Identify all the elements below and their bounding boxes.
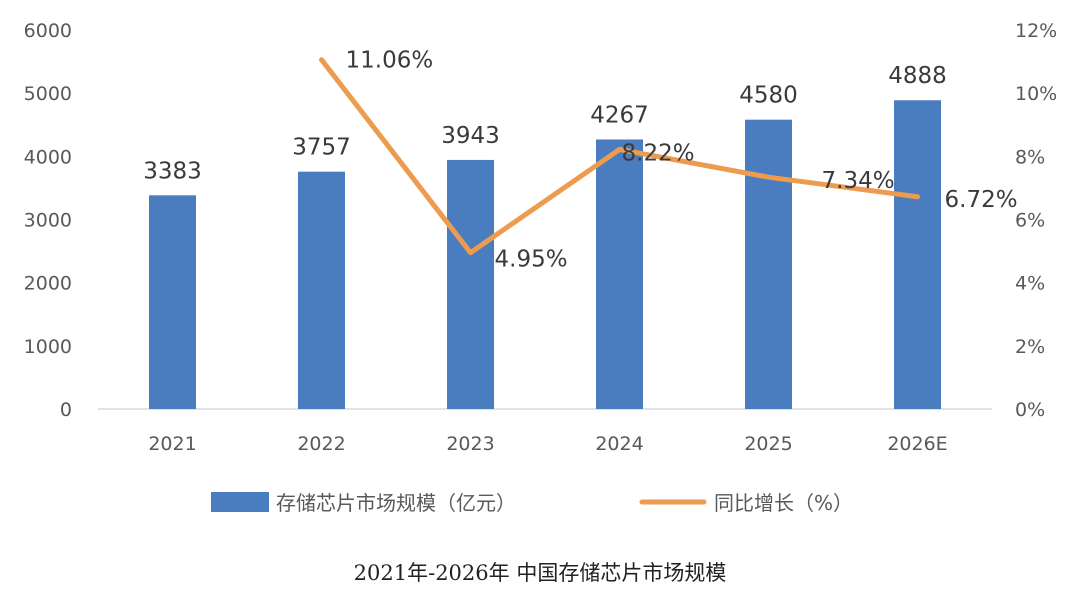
right-tick-label: 12% — [1015, 20, 1057, 42]
left-tick-label: 1000 — [24, 336, 72, 358]
bar-series — [149, 100, 941, 410]
bar-value-label: 4267 — [590, 102, 649, 128]
line-value-label: 7.34% — [822, 168, 895, 194]
left-tick-label: 5000 — [24, 83, 72, 105]
bar-value-label: 3383 — [143, 158, 202, 184]
left-tick-label: 6000 — [24, 20, 72, 42]
chart-title: 2021年-2026年 中国存储芯片市场规模 — [354, 561, 727, 585]
category-tick-label: 2025 — [744, 433, 792, 455]
left-tick-label: 3000 — [24, 210, 72, 232]
right-tick-label: 10% — [1015, 83, 1057, 105]
left-tick-label: 0 — [60, 399, 72, 421]
left-tick-label: 2000 — [24, 273, 72, 295]
bar-value-label: 3943 — [441, 123, 500, 149]
category-tick-label: 2021 — [148, 433, 196, 455]
right-tick-label: 8% — [1015, 146, 1045, 168]
line-data-labels: 11.06% 4.95% 8.22% 7.34% 6.72% — [346, 48, 1018, 273]
line-value-label: 11.06% — [346, 48, 434, 74]
legend-bar-swatch — [211, 492, 269, 512]
right-axis-ticks: 0% 2% 4% 6% 8% 10% 12% — [1015, 20, 1057, 421]
category-tick-label: 2024 — [595, 433, 643, 455]
bar-data-labels: 3383 3757 3943 4267 4580 4888 — [143, 63, 947, 184]
bar — [149, 195, 196, 409]
bar — [447, 159, 494, 409]
left-axis-ticks: 0 1000 2000 3000 4000 5000 6000 — [24, 20, 72, 421]
line-value-label: 8.22% — [622, 140, 695, 166]
legend: 存储芯片市场规模（亿元） 同比增长（%） — [211, 491, 853, 515]
legend-line-label: 同比增长（%） — [714, 491, 853, 515]
bar — [894, 100, 941, 409]
right-tick-label: 2% — [1015, 336, 1045, 358]
bar-value-label: 4888 — [888, 63, 947, 89]
right-tick-label: 4% — [1015, 273, 1045, 295]
right-tick-label: 6% — [1015, 210, 1045, 232]
category-axis-ticks: 2021 2022 2023 2024 2025 2026E — [148, 433, 947, 455]
bar-value-label: 3757 — [292, 135, 351, 161]
category-tick-label: 2023 — [446, 433, 494, 455]
left-tick-label: 4000 — [24, 146, 72, 168]
bar — [745, 119, 792, 410]
category-tick-label: 2026E — [887, 433, 947, 455]
right-tick-label: 0% — [1015, 399, 1045, 421]
category-tick-label: 2022 — [297, 433, 345, 455]
bar-value-label: 4580 — [739, 83, 798, 109]
line-value-label: 4.95% — [495, 247, 568, 273]
line-value-label: 6.72% — [945, 187, 1018, 213]
growth-line — [319, 57, 920, 256]
legend-bar-label: 存储芯片市场规模（亿元） — [276, 491, 516, 515]
bar — [596, 139, 643, 409]
bar — [298, 171, 345, 409]
line-series — [319, 57, 920, 256]
